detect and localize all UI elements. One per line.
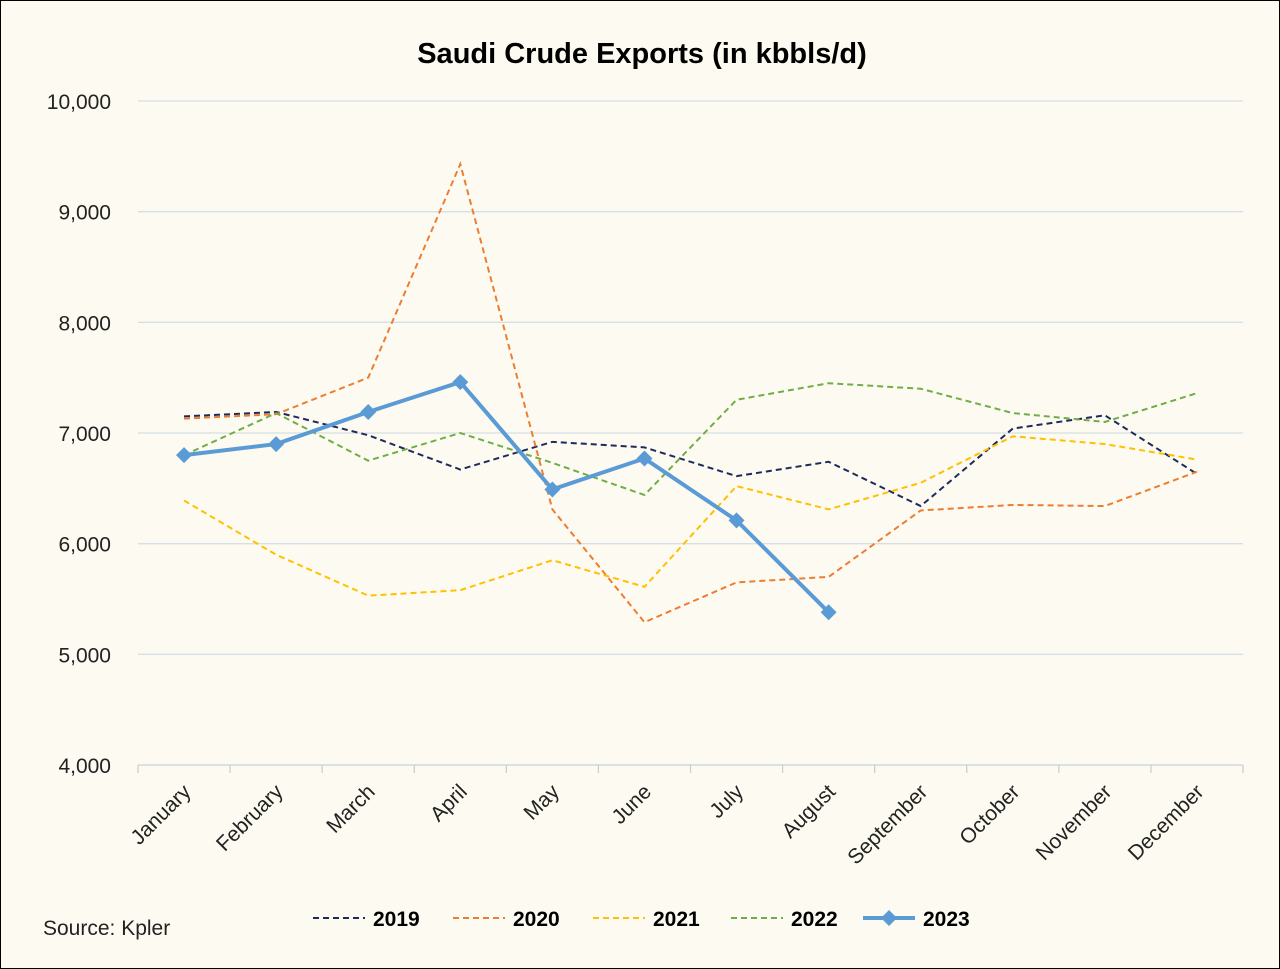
y-tick-label: 10,000 (47, 91, 111, 114)
data-point-2023 (544, 481, 561, 498)
legend-label: 2020 (513, 908, 560, 931)
x-tick-label: May (520, 780, 565, 825)
series-lines (176, 161, 1198, 624)
legend-marker-2023 (881, 910, 897, 926)
x-tick-label: November (1032, 780, 1117, 865)
x-tick-label: July (705, 780, 748, 823)
x-tick-label: January (126, 780, 195, 849)
x-axis: January February March April May June July Augu… (126, 765, 1244, 869)
data-point-2023 (820, 604, 837, 621)
series-line-2022 (183, 382, 1198, 497)
series-line-2023 (183, 379, 831, 614)
series-line-2021 (183, 435, 1198, 597)
x-tick-label: December (1124, 780, 1209, 865)
x-tick-label: April (426, 780, 472, 826)
x-tick-label: September (843, 780, 932, 869)
legend-label: 2021 (653, 908, 700, 931)
legend: 2019 2020 2021 2022 2023 (313, 908, 970, 931)
legend-label: 2019 (373, 908, 420, 931)
data-point-2023 (728, 512, 745, 529)
data-point-2023 (176, 447, 193, 464)
chart-title: Saudi Crude Exports (in kbbls/d) (417, 38, 867, 70)
y-tick-label: 9,000 (58, 202, 111, 225)
source-note: Source: Kpler (43, 917, 171, 940)
legend-label: 2022 (791, 908, 838, 931)
legend-label: 2023 (923, 908, 970, 931)
x-tick-label: October (955, 780, 1024, 849)
data-point-2023 (636, 450, 653, 467)
y-tick-label: 7,000 (58, 423, 111, 446)
x-tick-label: February (212, 780, 288, 856)
y-tick-label: 8,000 (58, 312, 111, 335)
grid (138, 100, 1243, 766)
series-line-2020 (183, 161, 1198, 624)
y-axis: 4,000 5,000 6,000 7,000 8,000 9,000 10,000 (47, 91, 111, 778)
data-point-2023 (360, 403, 377, 420)
data-point-2023 (452, 374, 469, 391)
y-tick-label: 4,000 (58, 755, 111, 778)
series-line-2019 (183, 410, 1198, 508)
data-point-2023 (268, 436, 285, 453)
x-tick-label: June (608, 780, 656, 828)
y-tick-label: 5,000 (58, 644, 111, 667)
x-tick-label: March (322, 780, 380, 838)
y-tick-label: 6,000 (58, 534, 111, 557)
x-tick-label: August (778, 780, 841, 843)
